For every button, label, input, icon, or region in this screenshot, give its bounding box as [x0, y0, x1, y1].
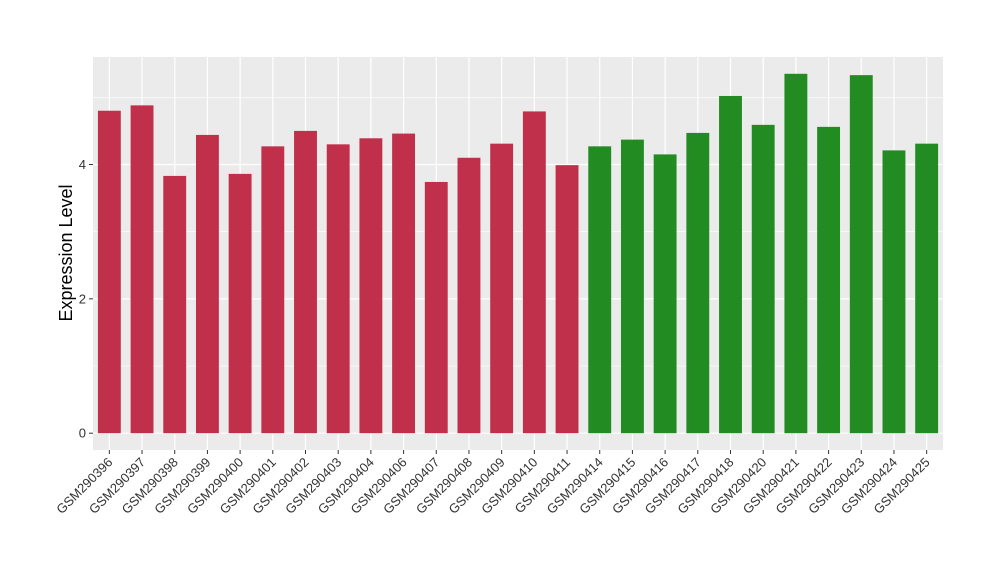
bar-GSM290418 [719, 95, 742, 434]
bar-GSM290402 [294, 130, 317, 434]
bar-GSM290408 [457, 157, 481, 434]
bar-GSM290397 [130, 105, 154, 434]
y-tick-label: 0 [79, 426, 86, 441]
bar-GSM290398 [163, 175, 187, 434]
bar-GSM290414 [588, 146, 612, 434]
bar-GSM290416 [653, 154, 677, 434]
bar-GSM290411 [555, 165, 579, 434]
y-axis-title: Expression Level [56, 184, 76, 321]
bar-GSM290415 [620, 139, 644, 434]
y-axis: 0 2 4 [79, 157, 93, 441]
bar-GSM290423 [849, 75, 873, 434]
bar-GSM290425 [915, 143, 939, 434]
bar-GSM290401 [261, 146, 285, 434]
bar-GSM290421 [784, 73, 808, 434]
y-tick-label: 4 [79, 157, 86, 172]
bar-GSM290409 [490, 143, 514, 434]
bar-GSM290399 [195, 134, 219, 434]
plot-panel [93, 57, 943, 450]
bar-GSM290420 [751, 124, 775, 434]
bar-GSM290417 [686, 132, 710, 434]
bar-GSM290403 [326, 144, 350, 434]
bar-GSM290422 [817, 126, 841, 434]
bar-GSM290407 [424, 181, 448, 434]
bar-GSM290410 [522, 111, 546, 434]
bar-GSM290400 [228, 173, 252, 434]
y-tick-label: 2 [79, 291, 86, 306]
bar-GSM290406 [392, 133, 416, 434]
bar-GSM290404 [359, 138, 383, 434]
bars [97, 73, 939, 434]
bar-GSM290396 [97, 110, 121, 434]
bar-GSM290424 [882, 150, 906, 434]
x-axis: GSM290396GSM290397GSM290398GSM290399GSM2… [53, 450, 933, 517]
